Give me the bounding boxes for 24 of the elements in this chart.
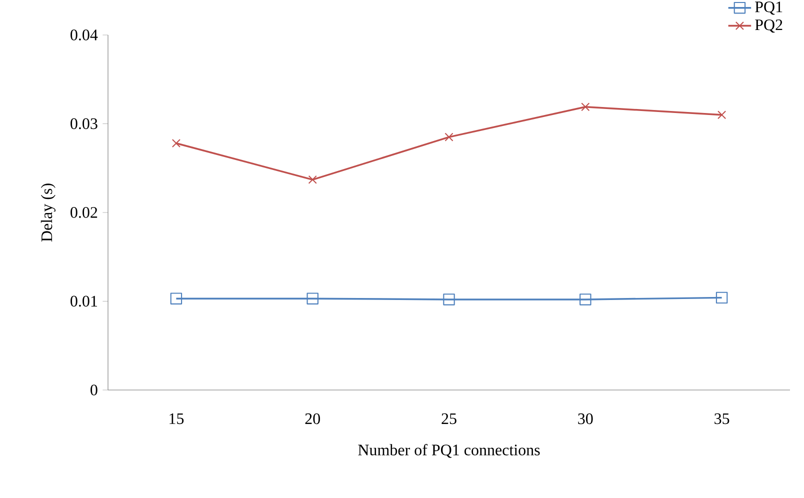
point (306, 292, 318, 304)
legend-label: PQ1 (755, 2, 782, 15)
point (716, 292, 728, 304)
x-axis-title: Number of PQ1 connections (358, 444, 540, 458)
x-tick-label: 15 (170, 413, 184, 424)
point (308, 175, 317, 184)
y-tick-label: 0.03 (70, 118, 98, 130)
y-tick-label: 0.02 (70, 207, 98, 218)
legend-label: PQ2 (755, 19, 782, 33)
point (170, 292, 182, 304)
y-tick-label: 0.04 (70, 30, 98, 40)
point (717, 110, 726, 120)
point (443, 294, 455, 306)
point (580, 294, 592, 306)
x-tick-label: 30 (578, 413, 593, 424)
y-tick-label: 0 (90, 384, 98, 396)
y-tick-label: 0.01 (70, 296, 98, 307)
point (172, 138, 181, 148)
point (444, 132, 454, 142)
x-tick-label: 35 (714, 413, 730, 424)
x-tick-label: 25 (442, 413, 456, 424)
x-tick-label: 20 (305, 413, 320, 424)
point (581, 102, 590, 112)
y-axis-title: Delay (s) (40, 184, 56, 242)
